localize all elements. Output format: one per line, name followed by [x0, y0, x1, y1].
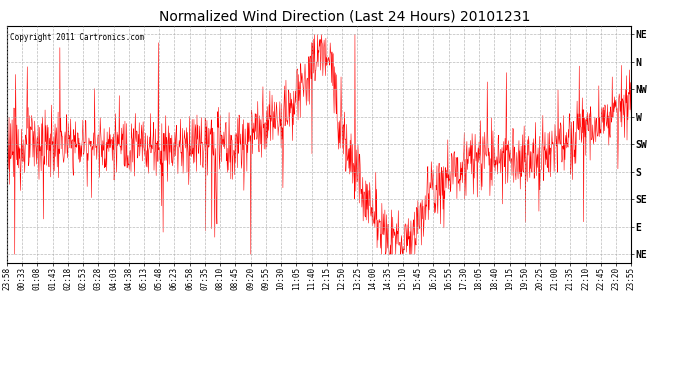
Text: Copyright 2011 Cartronics.com: Copyright 2011 Cartronics.com — [10, 33, 144, 42]
Text: Normalized Wind Direction (Last 24 Hours) 20101231: Normalized Wind Direction (Last 24 Hours… — [159, 9, 531, 23]
